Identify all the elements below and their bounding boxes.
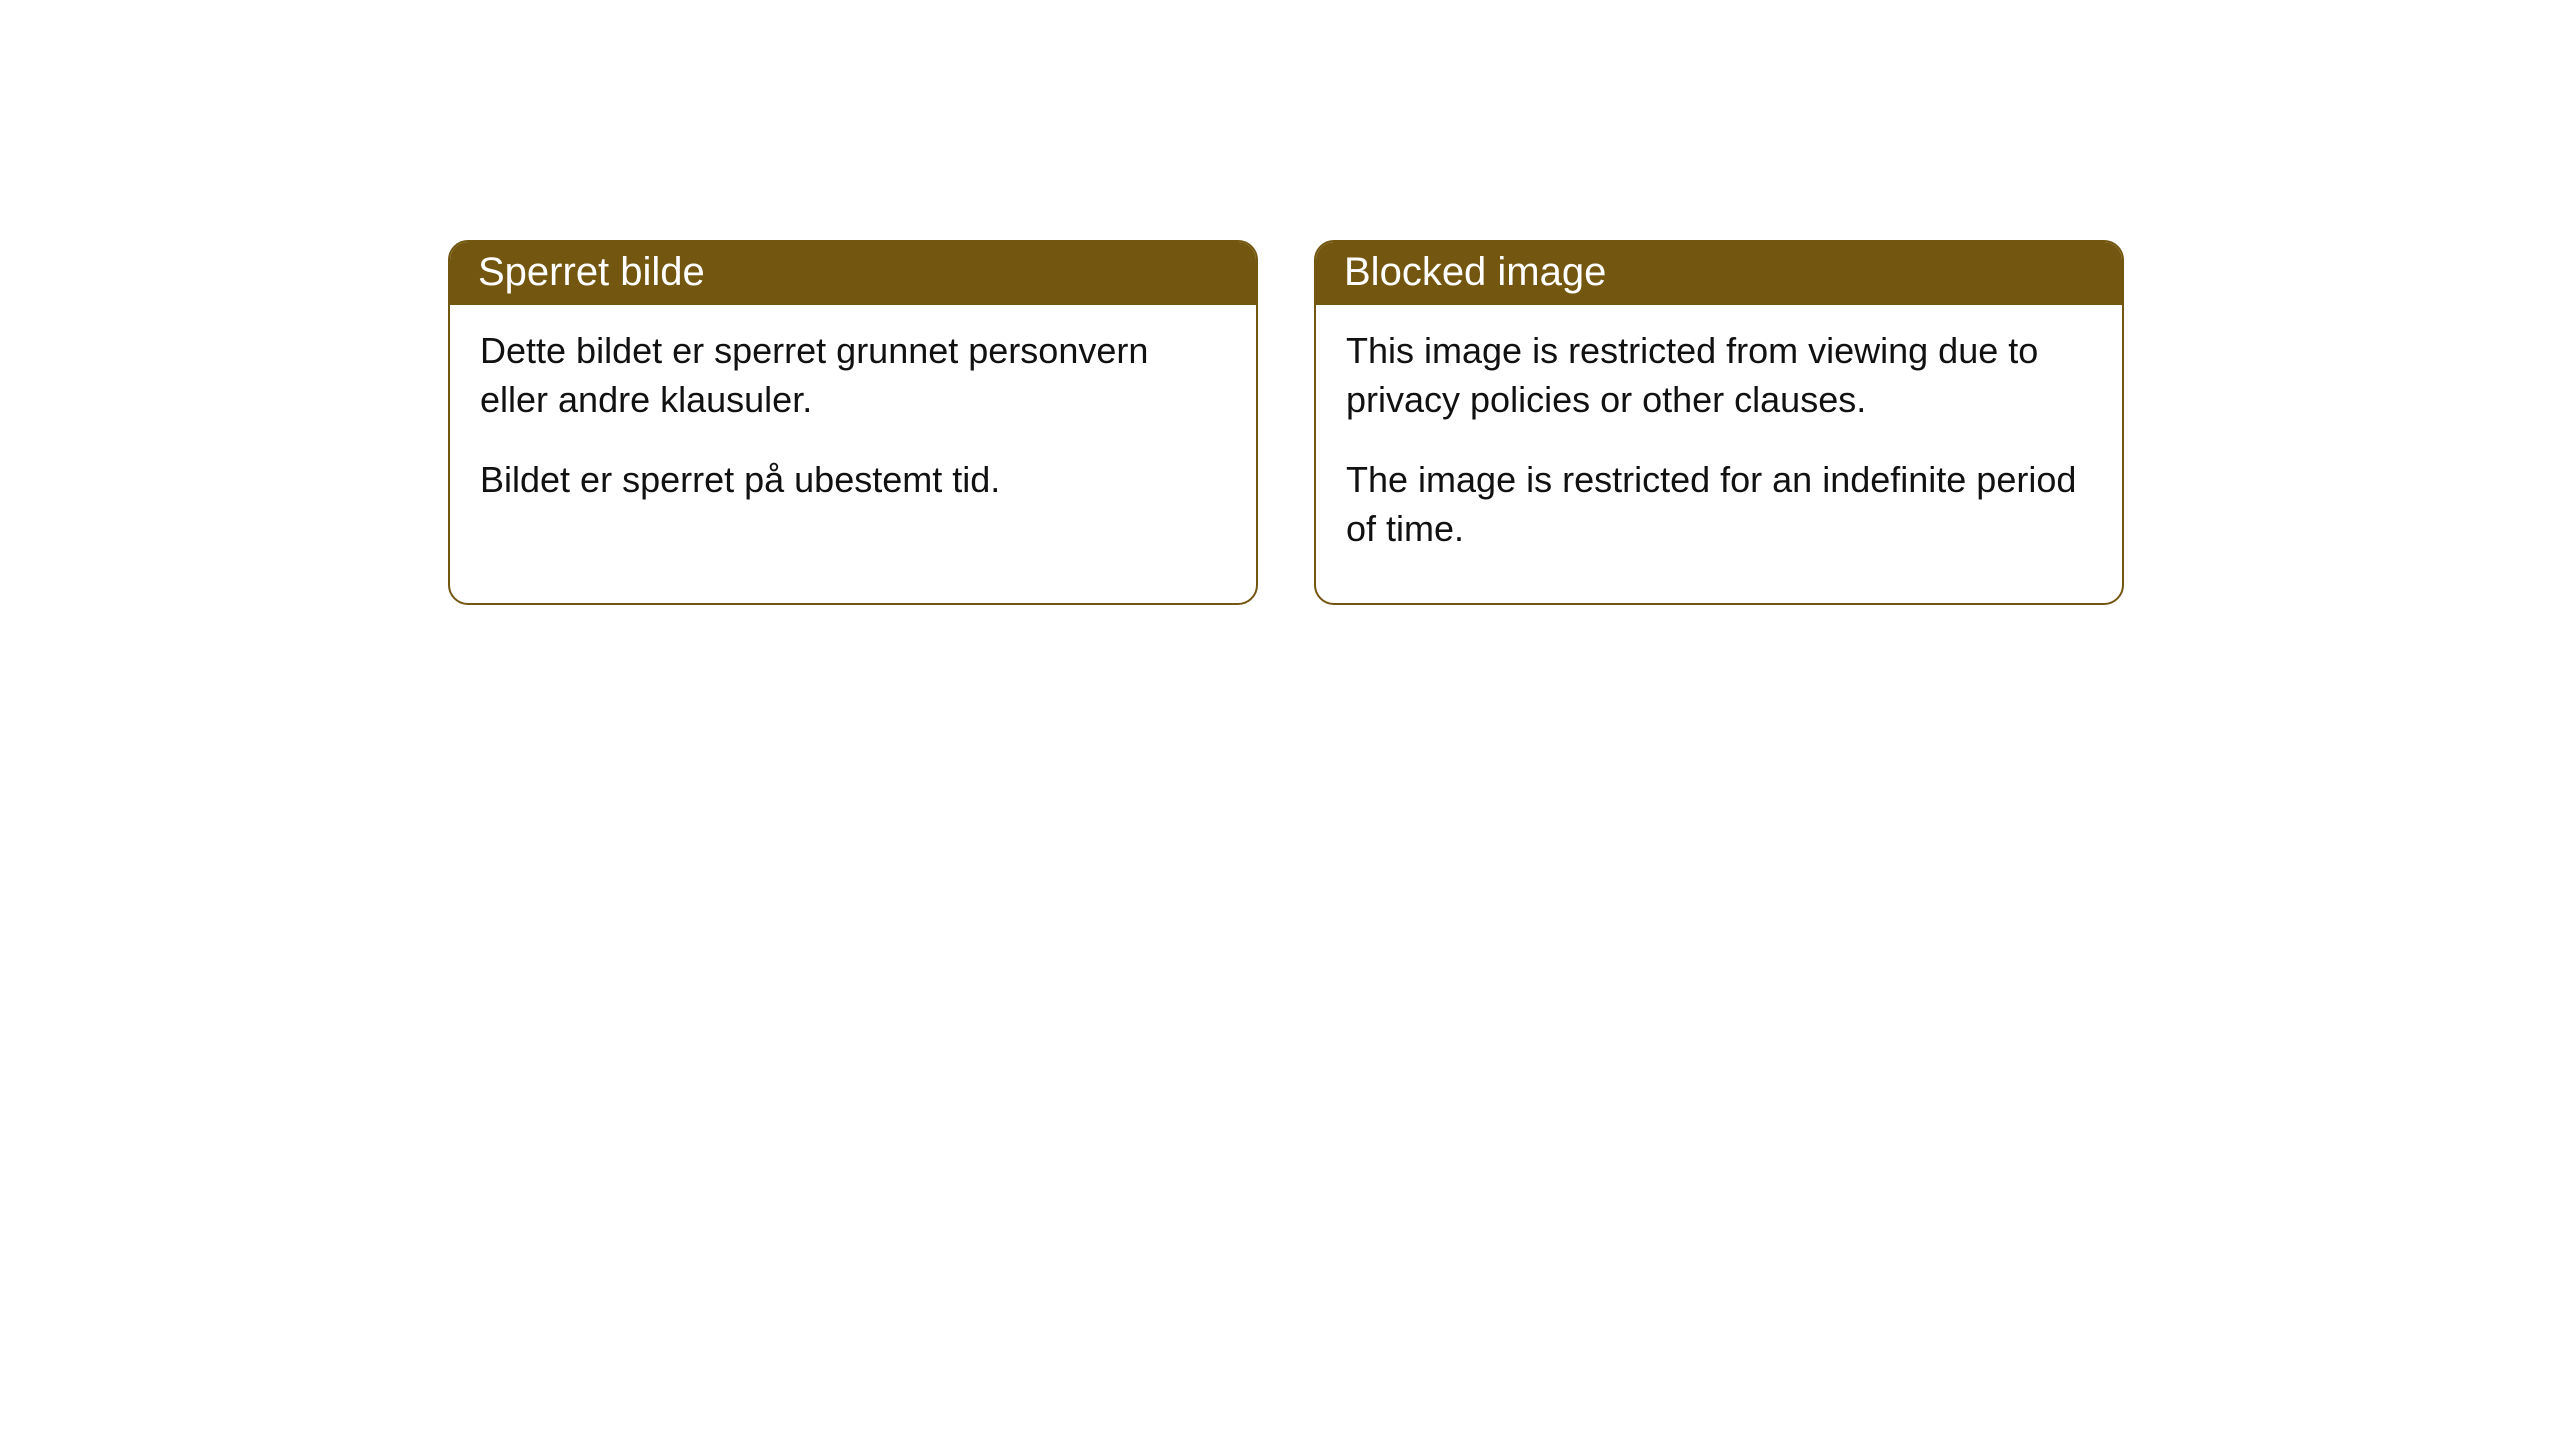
- card-paragraph: The image is restricted for an indefinit…: [1346, 456, 2092, 553]
- card-paragraph: This image is restricted from viewing du…: [1346, 327, 2092, 424]
- card-header: Sperret bilde: [450, 242, 1256, 305]
- card-body: Dette bildet er sperret grunnet personve…: [450, 305, 1256, 555]
- notice-card-english: Blocked image This image is restricted f…: [1314, 240, 2124, 605]
- card-paragraph: Bildet er sperret på ubestemt tid.: [480, 456, 1226, 505]
- card-body: This image is restricted from viewing du…: [1316, 305, 2122, 603]
- card-header: Blocked image: [1316, 242, 2122, 305]
- notice-card-norwegian: Sperret bilde Dette bildet er sperret gr…: [448, 240, 1258, 605]
- notice-cards-container: Sperret bilde Dette bildet er sperret gr…: [448, 240, 2124, 605]
- card-paragraph: Dette bildet er sperret grunnet personve…: [480, 327, 1226, 424]
